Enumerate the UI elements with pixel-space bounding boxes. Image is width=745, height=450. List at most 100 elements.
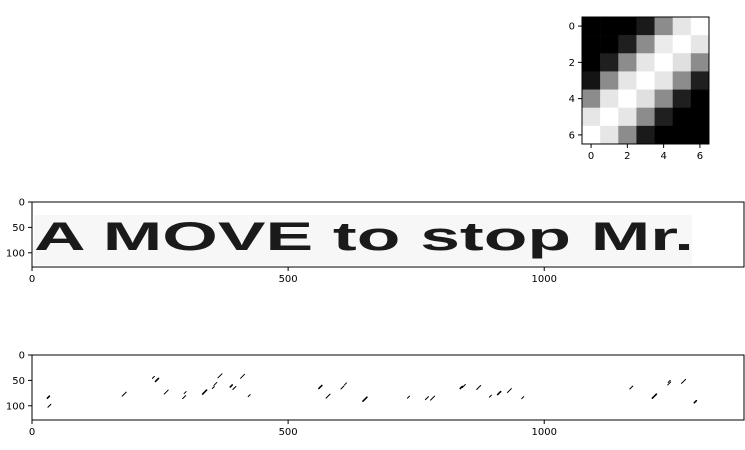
output-marks-group: [46, 373, 698, 408]
output-mark: [240, 373, 246, 379]
output-mark: [217, 373, 223, 379]
kernel-cell: [582, 53, 601, 72]
output-mark: [506, 388, 512, 394]
output-mark: [406, 395, 410, 399]
kernel-cell: [582, 17, 601, 36]
output-mark: [629, 385, 634, 390]
output-mark: [211, 386, 215, 389]
output-mark: [681, 378, 687, 384]
output-mark: [476, 385, 482, 390]
kernel-cell: [690, 107, 710, 127]
output-mark: [424, 396, 429, 401]
output-y-tick-label: 50: [12, 376, 25, 387]
image-x-tick-label: 0: [29, 274, 35, 285]
kernel-cell: [600, 107, 619, 127]
kernel-x-tick-label: 0: [588, 151, 594, 162]
kernel-cell: [654, 35, 673, 54]
kernel-cell: [672, 53, 692, 72]
kernel-cell: [690, 17, 710, 36]
kernel-cell: [618, 125, 637, 145]
output-mark: [496, 390, 502, 396]
kernel-cell: [654, 89, 673, 108]
image-y-tick-label: 100: [6, 248, 25, 259]
kernel-frame: [581, 16, 710, 145]
kernel-y-tick-label: 4: [569, 94, 575, 105]
output-mark: [488, 394, 492, 398]
kernel-cell: [636, 35, 655, 54]
kernel-cell: [600, 89, 619, 108]
kernel-cell: [654, 17, 673, 36]
output-x-tick-label: 0: [29, 427, 35, 438]
kernel-cell: [618, 89, 637, 108]
kernel-cell: [636, 71, 655, 90]
handwriting-image-panel: A MOVE to stop Mr.: [31, 201, 745, 268]
output-mark: [693, 399, 698, 404]
kernel-cell: [600, 35, 619, 54]
output-mark: [343, 382, 347, 386]
kernel-cell: [690, 35, 710, 54]
output-mark: [232, 386, 237, 391]
output-mark: [47, 403, 52, 408]
kernel-cell: [654, 53, 673, 72]
kernel-cell: [618, 107, 637, 127]
kernel-cell: [654, 71, 673, 90]
kernel-cell: [672, 89, 692, 108]
output-mark: [318, 384, 323, 390]
kernel-y-tick-label: 6: [569, 130, 575, 141]
output-y-tick-label: 0: [19, 351, 25, 362]
kernel-cell: [618, 53, 637, 72]
output-x-tick-label: 1000: [532, 427, 557, 438]
output-mark: [201, 389, 208, 395]
kernel-y-tick-label: 2: [569, 58, 575, 69]
kernel-cell: [672, 71, 692, 90]
kernel-x-tick-label: 2: [624, 151, 630, 162]
output-mark: [430, 395, 436, 401]
kernel-cell: [636, 125, 655, 145]
image-x-tick-label: 500: [279, 274, 298, 285]
output-mark: [340, 385, 345, 390]
kernel-cell: [636, 17, 655, 36]
kernel-cell: [690, 53, 710, 72]
handwritten-text: A MOVE to stop Mr.: [34, 215, 694, 259]
output-mark: [183, 391, 187, 395]
kernel-cell: [672, 17, 692, 36]
output-mark: [213, 381, 218, 386]
kernel-cell: [690, 71, 710, 90]
output-mark: [182, 395, 187, 400]
kernel-x-tick-label: 6: [697, 151, 703, 162]
output-mark: [521, 396, 525, 400]
output-y-tick-label: 100: [6, 401, 25, 412]
kernel-cell: [636, 107, 655, 127]
output-mark: [459, 385, 464, 390]
kernel-cell: [600, 17, 619, 36]
kernel-y-tick-label: 0: [569, 22, 575, 33]
kernel-cell: [636, 89, 655, 108]
kernel-cell: [618, 17, 637, 36]
kernel-cell: [582, 107, 601, 127]
kernel-cell: [618, 71, 637, 90]
output-mark: [667, 379, 671, 383]
output-mark: [163, 389, 169, 395]
kernel-cell: [654, 125, 673, 145]
kernel-cell: [582, 71, 601, 90]
filtered-output-panel: [31, 354, 745, 421]
output-mark: [247, 394, 251, 398]
kernel-cell: [654, 107, 673, 127]
image-y-tick-label: 0: [19, 198, 25, 209]
kernel-cell: [600, 71, 619, 90]
kernel-cell: [636, 53, 655, 72]
kernel-cell: [600, 125, 619, 145]
kernel-cell: [600, 53, 619, 72]
output-mark: [121, 391, 127, 397]
image-light-background: [34, 215, 692, 265]
output-mark: [461, 383, 466, 388]
kernel-heatmap-panel: [581, 16, 710, 145]
kernel-cell: [690, 89, 710, 108]
image-x-tick-label: 1000: [532, 274, 557, 285]
kernel-cell: [672, 107, 692, 127]
kernel-cell: [690, 125, 710, 145]
output-mark: [46, 395, 51, 399]
output-mark: [325, 393, 331, 399]
